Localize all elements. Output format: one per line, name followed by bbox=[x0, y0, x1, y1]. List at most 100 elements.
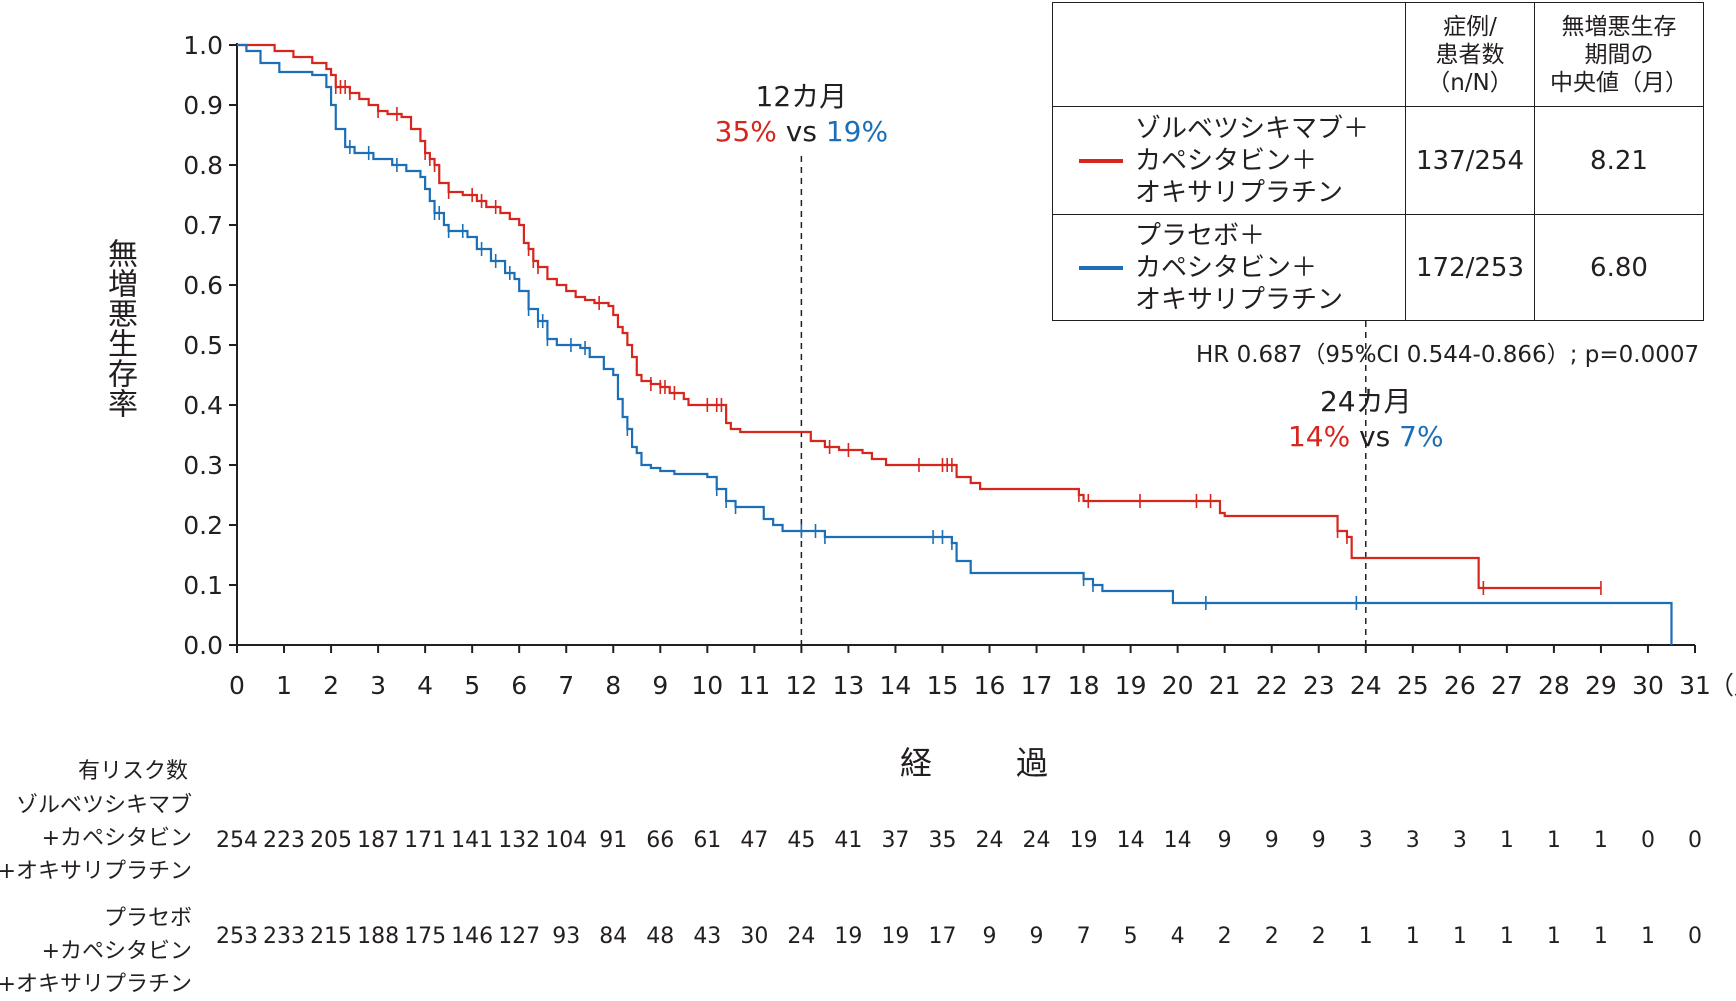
annotation-24-title: 24カ月 bbox=[1319, 385, 1412, 418]
x-tick-label: 12 bbox=[785, 671, 817, 700]
y-tick-label: 0.8 bbox=[183, 151, 223, 180]
risk-count: 1 bbox=[1405, 924, 1420, 949]
risk-count: 41 bbox=[834, 828, 863, 853]
legend-name-line: カペシタビン＋ bbox=[1135, 252, 1318, 283]
x-tick-label: 14 bbox=[880, 671, 912, 700]
annotation-12-months: 12カ月 35% vs 19% bbox=[701, 75, 901, 148]
x-tick-label: 30 bbox=[1632, 671, 1664, 700]
axes: 0.00.10.20.30.40.50.60.70.80.91.00 1 2 3 4 5 6… bbox=[183, 31, 1736, 700]
y-tick-label: 0.7 bbox=[183, 211, 223, 240]
x-tick-label: 13 bbox=[833, 671, 865, 700]
y-tick-label: 1.0 bbox=[183, 31, 223, 60]
risk-count: 61 bbox=[693, 828, 722, 853]
x-tick-label: 0 bbox=[229, 671, 245, 700]
risk-count: 1 bbox=[1499, 924, 1514, 949]
risk-table-title: 有リスク数 bbox=[78, 759, 189, 784]
risk-count: 14 bbox=[1163, 828, 1192, 853]
hazard-ratio-text: HR 0.687（95%CI 0.544-0.866）; p=0.0007 bbox=[1196, 342, 1700, 368]
risk-count: 19 bbox=[1069, 828, 1098, 853]
y-tick-label: 0.9 bbox=[183, 91, 223, 120]
risk-count: 1 bbox=[1593, 924, 1608, 949]
legend-row-zolbetuximab: ゾルベツシキマブ＋ カペシタビン＋ オキサリプラチン bbox=[1052, 106, 1406, 215]
risk-count: 188 bbox=[357, 924, 400, 949]
x-tick-label: 10 bbox=[691, 671, 723, 700]
risk-count: 35 bbox=[928, 828, 957, 853]
risk-group-label-line: ゾルベツシキマブ bbox=[15, 793, 192, 818]
annotation-12-vs: vs bbox=[776, 115, 826, 148]
x-tick-label: 24 bbox=[1350, 671, 1382, 700]
risk-group-label-line: +カペシタビン bbox=[41, 826, 192, 851]
legend-median-zolbetuximab: 8.21 bbox=[1534, 106, 1704, 215]
x-tick-label: 9 bbox=[652, 671, 668, 700]
risk-count: 19 bbox=[881, 924, 910, 949]
legend-name-line: オキサリプラチン bbox=[1135, 284, 1344, 315]
x-tick-label: 6 bbox=[511, 671, 527, 700]
risk-count: 1 bbox=[1546, 828, 1561, 853]
risk-group-label-line: +カペシタビン bbox=[41, 939, 192, 964]
risk-count: 2 bbox=[1217, 924, 1232, 949]
legend-row-placebo: プラセボ＋ カペシタビン＋ オキサリプラチン bbox=[1052, 214, 1406, 321]
risk-count: 3 bbox=[1358, 828, 1373, 853]
risk-count: 127 bbox=[498, 924, 541, 949]
risk-count: 4 bbox=[1170, 924, 1185, 949]
legend-header-cases-line1: 症例/ bbox=[1443, 13, 1497, 40]
y-axis-label: 無増悪生存率 bbox=[102, 238, 137, 418]
risk-count: 0 bbox=[1688, 924, 1702, 949]
legend-header-median: 無増悪生存 期間の 中央値（月） bbox=[1534, 2, 1704, 107]
risk-count: 253 bbox=[216, 924, 258, 949]
x-tick-label: 22 bbox=[1256, 671, 1288, 700]
legend-name-line: ゾルベツシキマブ＋ bbox=[1135, 113, 1370, 144]
x-tick-label: 20 bbox=[1162, 671, 1194, 700]
risk-count: 3 bbox=[1405, 828, 1420, 853]
annotation-12-title: 12カ月 bbox=[755, 80, 848, 113]
x-tick-label: 7 bbox=[558, 671, 574, 700]
risk-count: 91 bbox=[599, 828, 628, 853]
risk-count: 175 bbox=[404, 924, 447, 949]
risk-row-zolbetuximab: 254 223 205 187 171 141 132 104 91 66 61 47 45 41 37 35… bbox=[0, 828, 1736, 858]
risk-count: 24 bbox=[787, 924, 816, 949]
risk-group-label-line: +オキサリプラチン bbox=[0, 859, 192, 884]
y-tick-label: 0.2 bbox=[183, 511, 223, 540]
legend-name-line: オキサリプラチン bbox=[1135, 177, 1344, 208]
x-tick-label: 27 bbox=[1491, 671, 1523, 700]
annotation-24-months: 24カ月 14% vs 7% bbox=[1266, 380, 1466, 453]
risk-count: 19 bbox=[834, 924, 863, 949]
legend-header-empty bbox=[1052, 2, 1406, 107]
risk-group-label-line: プラセボ bbox=[103, 906, 192, 931]
x-tick-label: 25 bbox=[1397, 671, 1429, 700]
x-unit-label: （月） bbox=[1709, 671, 1736, 700]
risk-count: 0 bbox=[1640, 828, 1655, 853]
risk-count: 84 bbox=[599, 924, 628, 949]
y-tick-label: 0.6 bbox=[183, 271, 223, 300]
risk-count: 146 bbox=[451, 924, 494, 949]
risk-count: 254 bbox=[216, 828, 258, 853]
risk-count: 17 bbox=[928, 924, 957, 949]
x-tick-label: 11 bbox=[738, 671, 770, 700]
risk-count: 47 bbox=[740, 828, 769, 853]
y-tick-label: 0.0 bbox=[183, 631, 223, 660]
x-tick-label: 31 bbox=[1679, 671, 1711, 700]
risk-count: 104 bbox=[545, 828, 588, 853]
y-tick-label: 0.5 bbox=[183, 331, 223, 360]
risk-group-label-line: +オキサリプラチン bbox=[0, 972, 192, 997]
blue-line-swatch bbox=[1079, 265, 1123, 270]
risk-count: 2 bbox=[1311, 924, 1326, 949]
risk-count: 205 bbox=[310, 828, 353, 853]
risk-count: 43 bbox=[693, 924, 722, 949]
legend-header-cases-line2: 患者数 bbox=[1435, 41, 1505, 68]
legend-name-line: プラセボ＋ bbox=[1135, 220, 1266, 251]
risk-count: 30 bbox=[740, 924, 769, 949]
risk-count: 45 bbox=[787, 828, 816, 853]
legend-median-placebo: 6.80 bbox=[1534, 214, 1704, 321]
x-tick-label: 18 bbox=[1068, 671, 1100, 700]
risk-count: 9 bbox=[1311, 828, 1326, 853]
risk-count: 9 bbox=[1217, 828, 1232, 853]
risk-count: 1 bbox=[1358, 924, 1373, 949]
risk-count: 1 bbox=[1499, 828, 1514, 853]
risk-count: 0 bbox=[1688, 828, 1702, 853]
x-tick-label: 28 bbox=[1538, 671, 1570, 700]
x-tick-label: 4 bbox=[417, 671, 433, 700]
y-tick-label: 0.4 bbox=[183, 391, 223, 420]
km-curve-zolbetuximab bbox=[237, 43, 1601, 590]
